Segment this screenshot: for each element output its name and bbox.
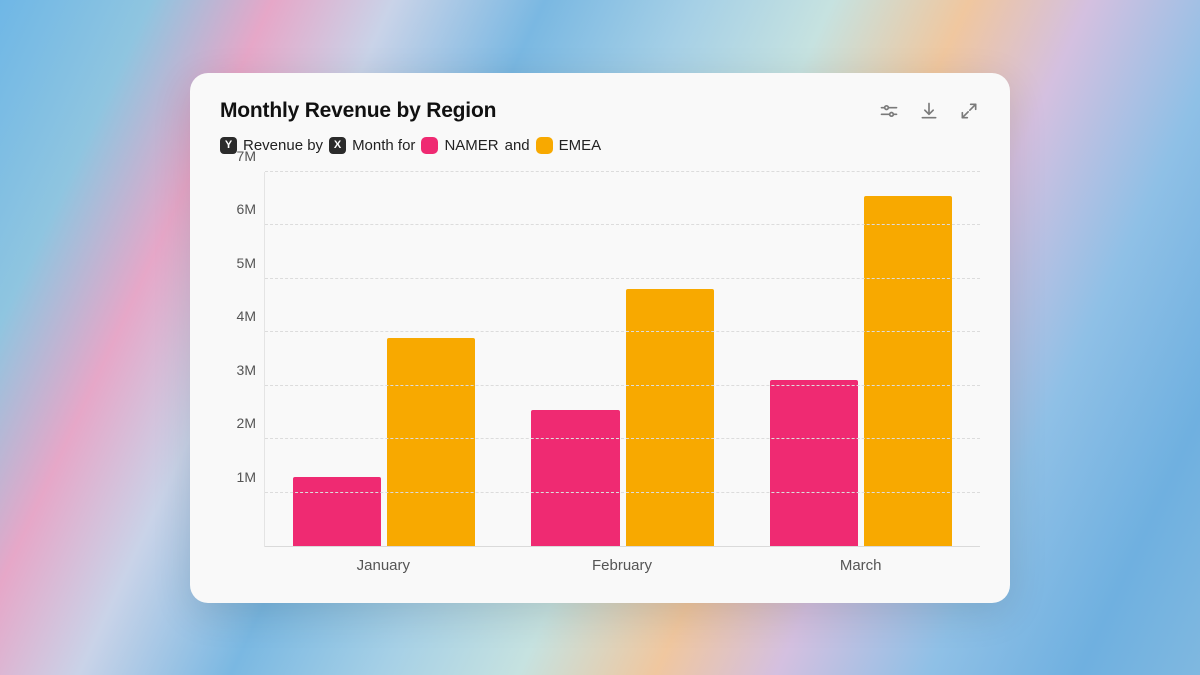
bar-group: [265, 172, 503, 547]
y-tick-label: 3M: [237, 362, 256, 378]
y-tick-label: 5M: [237, 255, 256, 271]
gridline: [265, 171, 980, 172]
legend-label-emea: EMEA: [559, 137, 602, 154]
gridline: [265, 331, 980, 332]
bar-emea[interactable]: [864, 196, 952, 547]
y-tick-label: 7M: [237, 148, 256, 164]
chart-card: Monthly Revenue by Region Y Revenue by X…: [190, 73, 1010, 603]
bar-namer[interactable]: [770, 380, 858, 546]
gridline: [265, 385, 980, 386]
card-header: Monthly Revenue by Region: [220, 99, 980, 123]
x-tick-label: February: [503, 547, 742, 583]
bar-emea[interactable]: [387, 338, 475, 547]
legend-x-text: Month for: [352, 137, 415, 154]
x-tick-label: March: [741, 547, 980, 583]
plot-area: [264, 172, 980, 547]
gridline: [265, 492, 980, 493]
legend-swatch-emea: [536, 137, 553, 154]
chart-title: Monthly Revenue by Region: [220, 99, 496, 123]
x-axis: JanuaryFebruaryMarch: [264, 547, 980, 583]
legend-label-namer: NAMER: [444, 137, 498, 154]
chart-actions: [878, 100, 980, 122]
y-axis: 1M2M3M4M5M6M7M: [220, 172, 264, 547]
chart-legend: Y Revenue by X Month for NAMER and EMEA: [220, 137, 980, 154]
y-tick-label: 1M: [237, 469, 256, 485]
chart-area: 1M2M3M4M5M6M7M: [220, 172, 980, 547]
settings-icon[interactable]: [878, 100, 900, 122]
bar-namer[interactable]: [293, 477, 381, 547]
bar-groups: [265, 172, 980, 547]
y-tick-label: 4M: [237, 308, 256, 324]
x-tick-label: January: [264, 547, 503, 583]
legend-joiner: and: [505, 137, 530, 154]
y-axis-badge: Y: [220, 137, 237, 154]
expand-icon[interactable]: [958, 100, 980, 122]
gridline: [265, 438, 980, 439]
baseline: [265, 546, 980, 547]
bar-group: [742, 172, 980, 547]
bar-namer[interactable]: [531, 410, 619, 547]
x-axis-badge: X: [329, 137, 346, 154]
legend-swatch-namer: [421, 137, 438, 154]
y-tick-label: 6M: [237, 201, 256, 217]
gridline: [265, 224, 980, 225]
download-icon[interactable]: [918, 100, 940, 122]
y-tick-label: 2M: [237, 415, 256, 431]
bar-emea[interactable]: [626, 289, 714, 546]
bar-group: [503, 172, 741, 547]
gridline: [265, 278, 980, 279]
